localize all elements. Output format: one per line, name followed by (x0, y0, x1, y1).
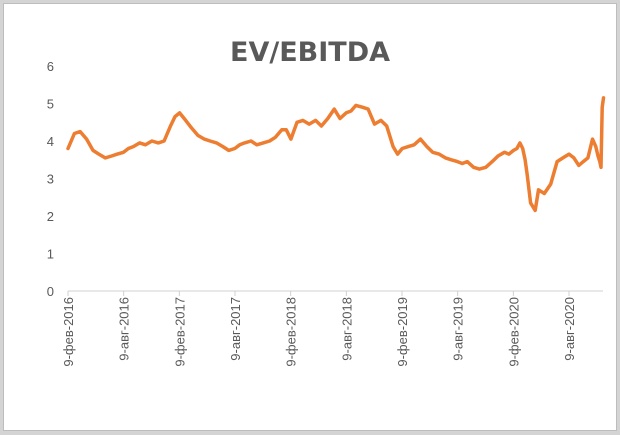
x-tick-label: 9-фев-2017 (172, 297, 187, 367)
x-tick-label: 9-авг-2016 (117, 297, 132, 361)
y-tick-label: 0 (47, 284, 54, 299)
x-tick-label: 9-авг-2020 (562, 297, 577, 361)
y-tick-label: 3 (47, 172, 54, 187)
y-axis-ticks: 0 1 2 3 4 5 6 (47, 59, 54, 299)
ev-ebitda-series-line (66, 96, 606, 213)
x-tick-label: 9-фев-2018 (284, 297, 299, 367)
x-axis-ticks: 9-фев-2016 9-авг-2016 9-фев-2017 9-авг-2017… (61, 291, 577, 367)
y-tick-label: 2 (47, 209, 54, 224)
x-tick-label: 9-фев-2019 (395, 297, 410, 367)
y-tick-label: 1 (47, 247, 54, 262)
x-tick-label: 9-авг-2017 (228, 297, 243, 361)
x-tick-label: 9-авг-2018 (339, 297, 354, 361)
y-tick-label: 4 (47, 134, 54, 149)
y-tick-label: 5 (47, 97, 54, 112)
x-tick-label: 9-авг-2019 (451, 297, 466, 361)
x-tick-label: 9-фев-2016 (61, 297, 76, 367)
x-tick-label: 9-фев-2020 (506, 297, 521, 367)
y-tick-label: 6 (47, 59, 54, 74)
chart-title: EV/EBITDA (230, 37, 390, 68)
